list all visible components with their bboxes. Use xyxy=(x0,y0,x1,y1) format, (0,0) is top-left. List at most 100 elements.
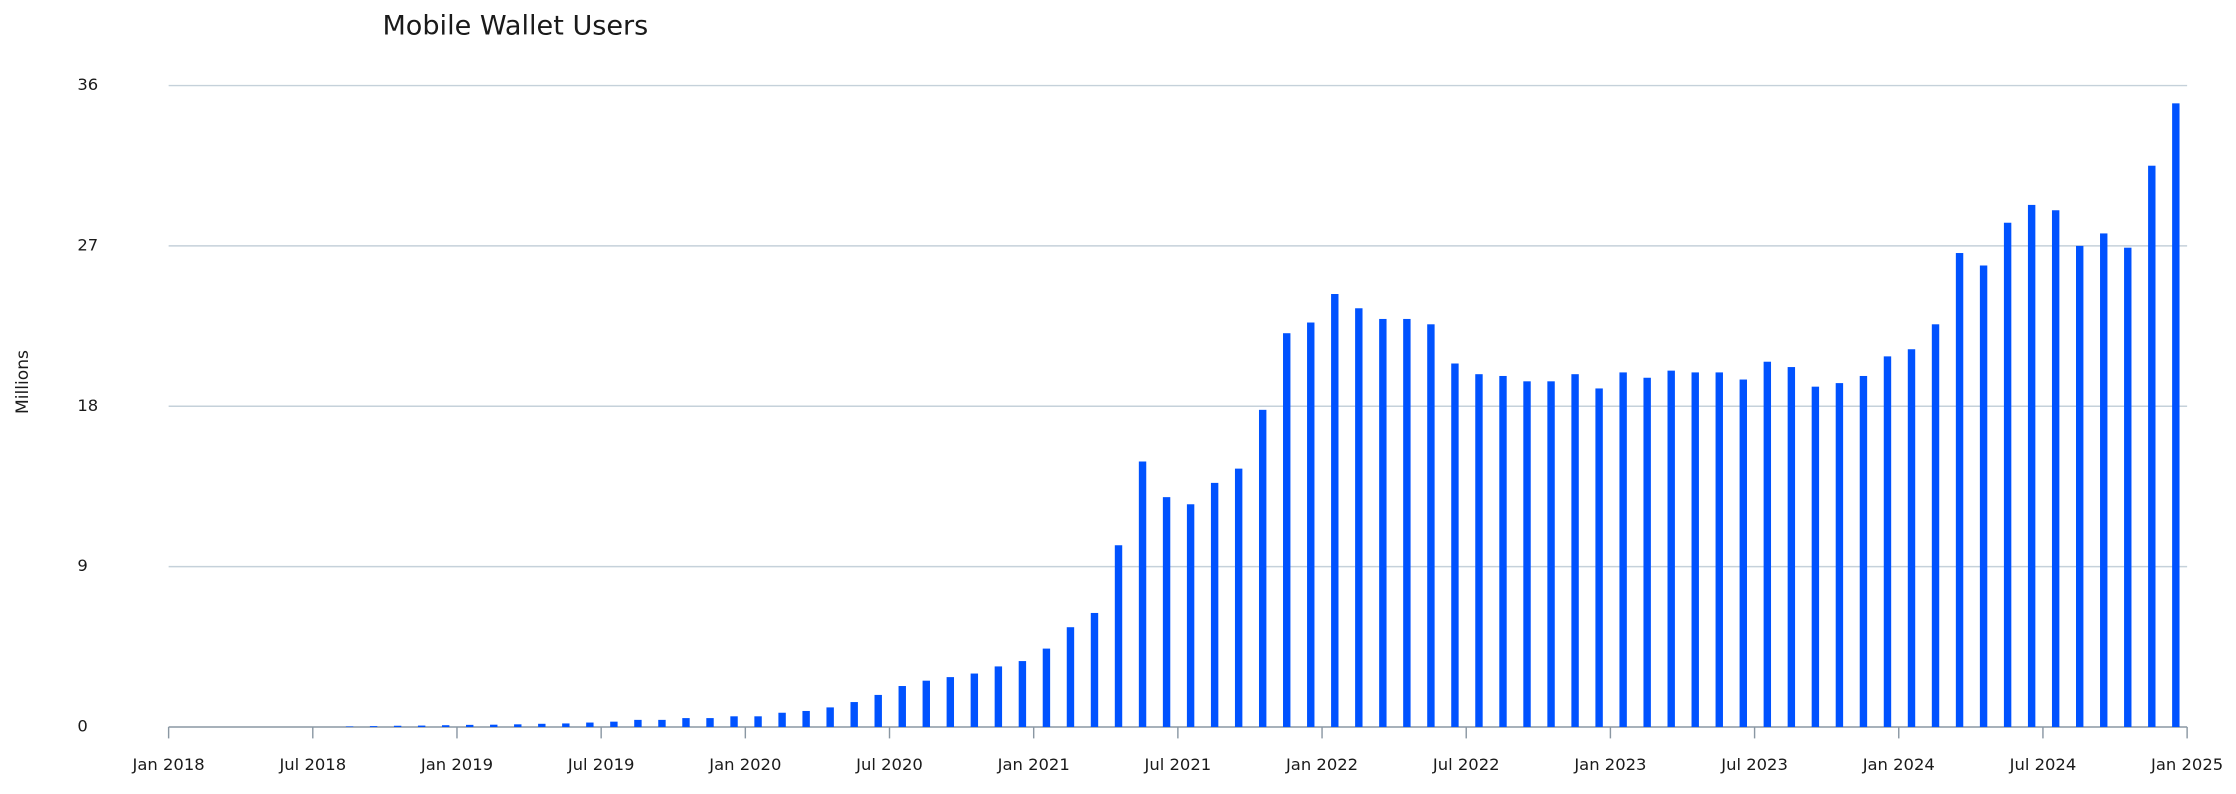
bar xyxy=(1114,545,1123,728)
x-tick-label: Jan 2018 xyxy=(132,755,205,774)
x-tick-label: Jul 2019 xyxy=(567,755,635,774)
bar xyxy=(1931,324,1940,728)
bar xyxy=(1379,318,1387,728)
bar xyxy=(1571,374,1579,728)
bar xyxy=(610,721,618,728)
bar xyxy=(1307,322,1315,728)
bar xyxy=(1186,504,1195,728)
bar xyxy=(514,724,522,728)
y-tick-label: 27 xyxy=(77,235,98,254)
x-tick-label: Jul 2024 xyxy=(2009,755,2077,774)
x-tick-label: Jan 2020 xyxy=(708,755,781,774)
bar xyxy=(946,677,955,728)
x-tick-label: Jan 2022 xyxy=(1285,755,1358,774)
bar xyxy=(1234,468,1243,728)
bar xyxy=(850,702,858,728)
bar xyxy=(2148,165,2156,728)
bar xyxy=(1499,375,1507,728)
bar xyxy=(1811,386,1820,728)
bar xyxy=(2027,204,2036,728)
y-tick-label: 0 xyxy=(77,717,87,736)
bar xyxy=(634,719,642,728)
bar xyxy=(970,673,979,728)
x-tick-label: Jan 2021 xyxy=(997,755,1070,774)
x-tick-label: Jul 2018 xyxy=(278,755,346,774)
bar xyxy=(1739,379,1747,728)
x-tick-label: Jan 2023 xyxy=(1573,755,1646,774)
bar xyxy=(441,725,450,728)
bar xyxy=(369,726,378,728)
bar xyxy=(898,686,906,728)
bar xyxy=(1451,363,1459,728)
bar xyxy=(1475,374,1483,728)
bar xyxy=(1523,381,1531,728)
x-tick-label: Jan 2019 xyxy=(420,755,493,774)
bar xyxy=(1547,381,1555,728)
bar xyxy=(1787,367,1796,728)
bar xyxy=(1042,648,1051,728)
bar xyxy=(1979,265,1988,728)
bar xyxy=(2003,222,2012,728)
bar xyxy=(682,718,690,728)
bar xyxy=(1595,388,1603,728)
bar xyxy=(1691,372,1699,728)
bar xyxy=(345,726,354,728)
bar xyxy=(778,712,786,728)
bar xyxy=(490,724,498,728)
bar xyxy=(562,723,570,728)
bar xyxy=(1258,409,1267,728)
bar xyxy=(2100,233,2108,728)
bar xyxy=(1210,482,1219,728)
bar xyxy=(994,666,1003,728)
bar xyxy=(1162,497,1171,728)
bar xyxy=(1955,253,1964,728)
y-tick-label: 9 xyxy=(77,556,87,575)
bar xyxy=(1667,370,1675,728)
bar xyxy=(1907,349,1916,728)
bar xyxy=(1643,377,1651,728)
bar xyxy=(730,716,738,728)
bar xyxy=(1619,372,1627,728)
bar xyxy=(706,718,714,728)
bar xyxy=(1763,361,1772,728)
chart-title: Mobile Wallet Users xyxy=(382,11,648,42)
bar xyxy=(1403,318,1411,728)
y-tick-label: 18 xyxy=(77,396,98,415)
bar xyxy=(1883,356,1892,728)
bar xyxy=(754,716,762,728)
bar xyxy=(1331,294,1339,728)
x-tick-label: Jan 2024 xyxy=(1862,755,1935,774)
bar xyxy=(1090,612,1099,728)
x-tick-label: Jul 2023 xyxy=(1720,755,1788,774)
y-tick-label: 36 xyxy=(77,75,98,94)
bar xyxy=(802,710,810,728)
bar xyxy=(922,680,930,728)
bar xyxy=(2076,245,2084,728)
x-tick-label: Jul 2020 xyxy=(855,755,923,774)
bar xyxy=(393,725,402,728)
bar xyxy=(586,722,594,728)
x-tick-label: Jul 2021 xyxy=(1144,755,1212,774)
bar xyxy=(538,723,546,728)
bar xyxy=(1355,308,1363,728)
bar xyxy=(1018,661,1027,728)
bar xyxy=(1066,627,1075,728)
bar xyxy=(874,694,882,728)
x-tick-label: Jan 2025 xyxy=(2150,755,2223,774)
bar xyxy=(417,725,426,728)
bar xyxy=(1427,324,1435,728)
bar xyxy=(2124,247,2132,728)
bar xyxy=(466,724,474,728)
x-tick-label: Jul 2022 xyxy=(1432,755,1500,774)
bar xyxy=(1859,375,1868,728)
bar xyxy=(1283,333,1291,728)
bar xyxy=(2051,210,2060,728)
y-axis-title: Millions xyxy=(13,350,33,414)
bar xyxy=(658,719,666,728)
bar xyxy=(1715,372,1723,728)
bar xyxy=(826,707,834,728)
bar xyxy=(1138,461,1147,728)
bar xyxy=(1835,383,1844,728)
